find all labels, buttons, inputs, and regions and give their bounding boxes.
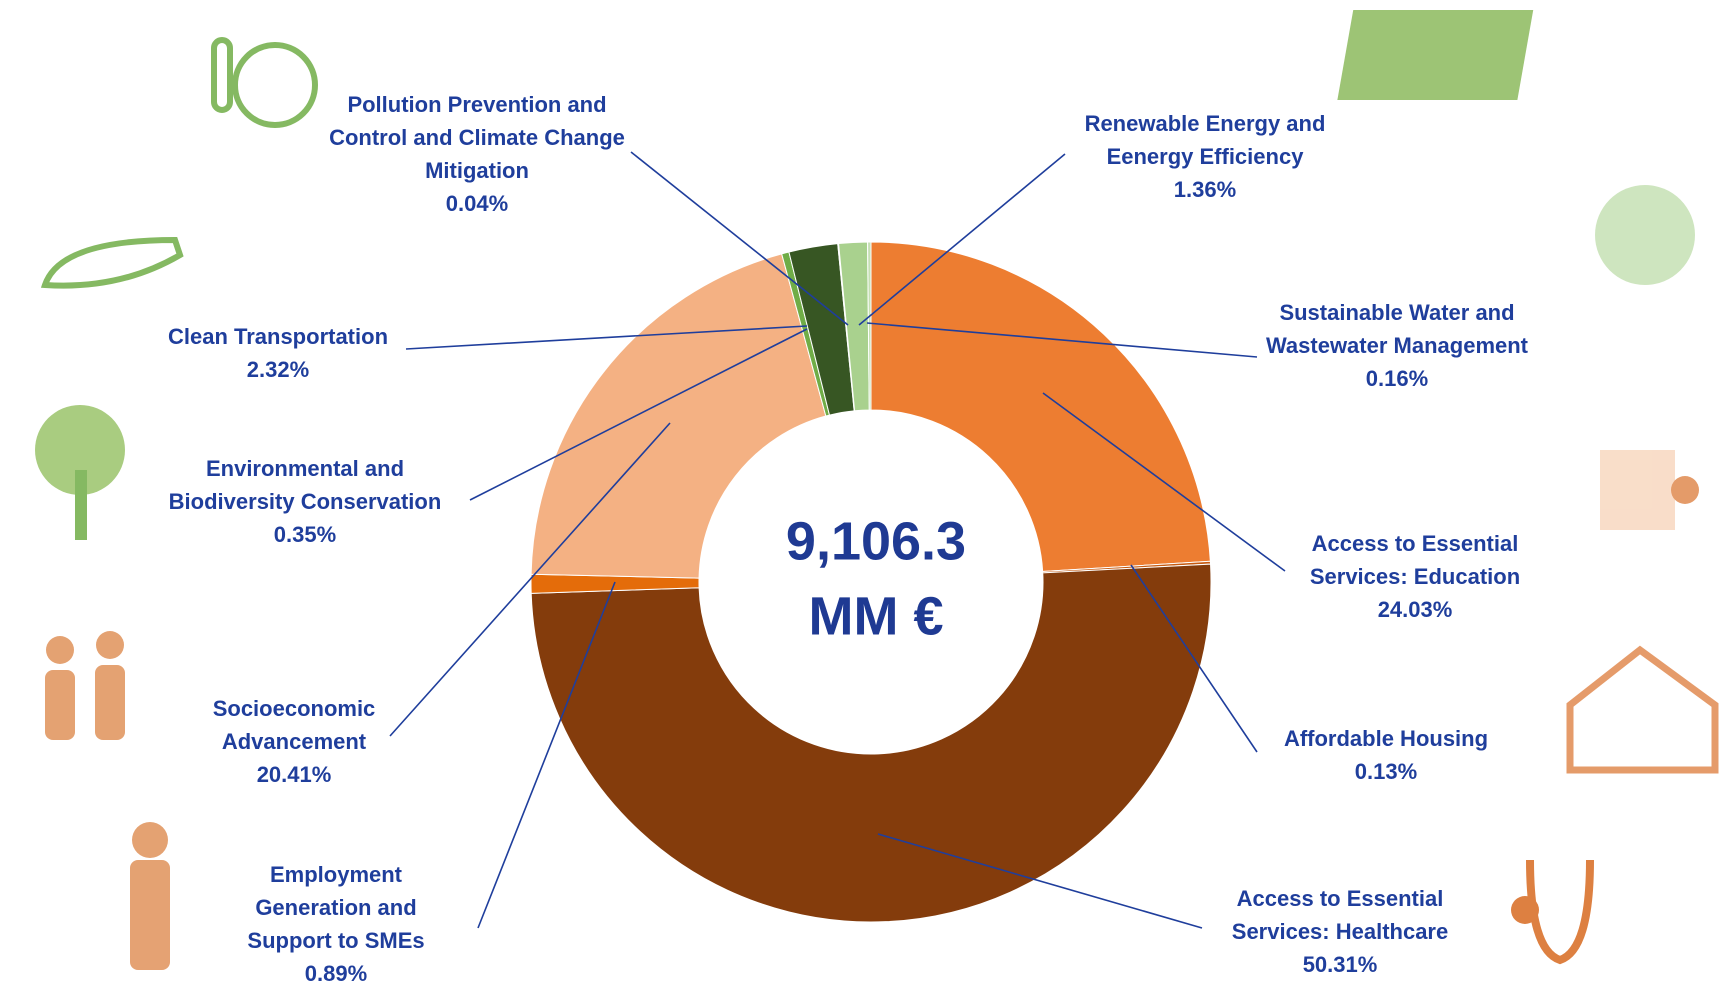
value-label: 0.35% xyxy=(273,522,337,547)
icon-people-body xyxy=(45,670,75,740)
category-label: Affordable Housing xyxy=(1283,726,1489,751)
value-label: 0.16% xyxy=(1365,366,1429,391)
leader-line xyxy=(389,422,671,737)
value-label: 24.03% xyxy=(1377,597,1453,622)
category-label: Sustainable Water and Wastewater Managem… xyxy=(1265,300,1529,358)
icon-train xyxy=(40,236,184,289)
slice-label: Affordable Housing 0.13% xyxy=(1266,722,1506,788)
leader-line xyxy=(405,325,808,350)
icons xyxy=(35,10,1719,970)
donut-slice xyxy=(867,241,872,411)
value-label: 2.32% xyxy=(246,357,310,382)
icon-globe xyxy=(232,42,318,128)
icon-board xyxy=(1600,450,1675,530)
slice-label: Employment Generation and Support to SME… xyxy=(231,858,441,990)
category-label: Socioeconomic Advancement xyxy=(212,696,376,754)
donut-slice xyxy=(870,241,1211,573)
category-label: Clean Transportation xyxy=(167,324,389,349)
leader-line xyxy=(1042,392,1286,572)
value-label: 20.41% xyxy=(256,762,332,787)
center-unit: MM € xyxy=(809,586,944,646)
leader-line xyxy=(630,151,849,326)
value-label: 1.36% xyxy=(1173,177,1237,202)
icon-teacher xyxy=(1671,476,1699,504)
donut-slice xyxy=(530,563,1212,923)
value-label: 0.04% xyxy=(445,191,509,216)
icon-stethoscope-head xyxy=(1511,896,1539,924)
icon-people-body-2 xyxy=(95,665,125,740)
icon-tree-trunk xyxy=(75,470,87,540)
value-label: 0.13% xyxy=(1354,759,1418,784)
slice-label: Sustainable Water and Wastewater Managem… xyxy=(1257,296,1537,395)
leader-line xyxy=(858,153,1066,326)
slice-label: Access to Essential Services: Healthcare… xyxy=(1210,882,1470,981)
icon-people xyxy=(46,636,74,664)
leader-line xyxy=(1130,564,1258,753)
category-label: Environmental and Biodiversity Conservat… xyxy=(168,456,442,514)
icon-worker-body xyxy=(130,860,170,970)
leader-line xyxy=(477,581,616,929)
icon-people-2 xyxy=(96,631,124,659)
icon-tap xyxy=(1595,185,1695,285)
slice-label: Renewable Energy and Eenergy Efficiency 1… xyxy=(1060,107,1350,206)
icon-solar xyxy=(1337,10,1534,100)
value-label: 50.31% xyxy=(1302,952,1378,977)
slice-label: Environmental and Biodiversity Conservat… xyxy=(145,452,465,551)
value-label: 0.89% xyxy=(304,961,368,986)
icon-thermometer xyxy=(211,37,233,113)
icon-house xyxy=(1566,645,1719,774)
slice-label: Clean Transportation 2.32% xyxy=(138,320,418,386)
leader-line xyxy=(866,322,1258,358)
category-label: Access to Essential Services: Education xyxy=(1309,531,1521,589)
slice-label: Pollution Prevention and Control and Cli… xyxy=(327,88,627,220)
icon-worker xyxy=(132,822,168,858)
leader-line xyxy=(877,833,1203,929)
leader-line xyxy=(469,328,808,501)
category-label: Access to Essential Services: Healthcare xyxy=(1231,886,1449,944)
center-value: 9,106.3 xyxy=(786,511,966,571)
slice-label: Socioeconomic Advancement 20.41% xyxy=(194,692,394,791)
category-label: Employment Generation and Support to SME… xyxy=(247,862,425,953)
category-label: Renewable Energy and Eenergy Efficiency xyxy=(1084,111,1326,169)
category-label: Pollution Prevention and Control and Cli… xyxy=(329,92,625,183)
slice-label: Access to Essential Services: Education 2… xyxy=(1290,527,1540,626)
icon-tree xyxy=(35,405,125,495)
